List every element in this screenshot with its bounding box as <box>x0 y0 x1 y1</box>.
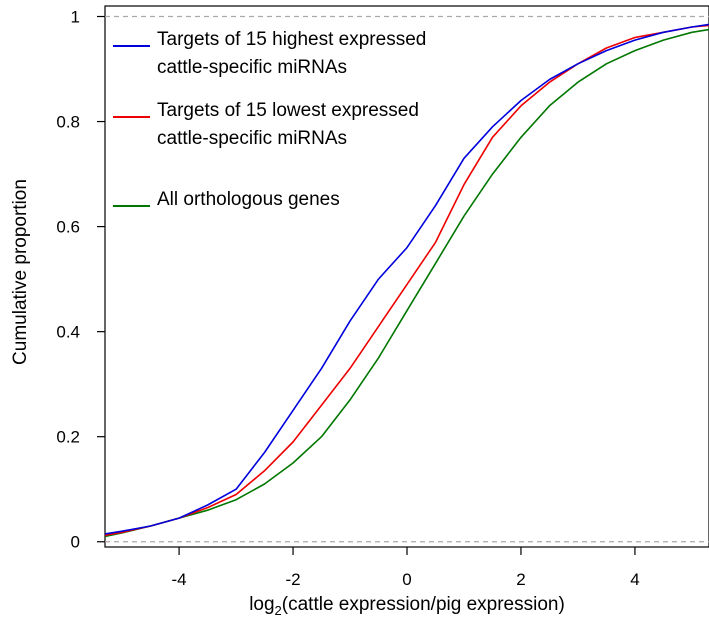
series-line <box>104 23 709 535</box>
y-tick-label: 0.4 <box>56 323 80 342</box>
y-tick-label: 1 <box>71 8 80 27</box>
series-lines <box>104 23 709 538</box>
plot-frame <box>104 5 709 548</box>
x-tick-label: -2 <box>285 570 300 589</box>
legend-label: All orthologous genes <box>157 189 340 210</box>
y-tick-label: 0 <box>71 533 80 552</box>
x-axis-title-log: log <box>249 594 274 615</box>
plot-area <box>104 5 709 548</box>
y-tick-label: 0.8 <box>56 113 80 132</box>
reference-lines <box>105 15 709 543</box>
legend-label: cattle-specific miRNAs <box>157 57 347 78</box>
x-axis-title-subscript: 2 <box>275 603 282 618</box>
x-axis: -4 -2 0 2 4 <box>172 547 640 589</box>
series-line <box>104 28 709 538</box>
y-axis: 0 0.2 0.4 0.6 0.8 1 <box>56 8 105 552</box>
x-axis-title: log2(cattle expression/pig expression) <box>249 594 565 618</box>
legend-label: Targets of 15 lowest expressed <box>157 100 419 121</box>
x-axis-title-rest: (cattle expression/pig expression) <box>282 594 565 615</box>
series-line <box>104 24 709 537</box>
x-tick-label: 0 <box>402 570 411 589</box>
legend: Targets of 15 highest expressed cattle-sp… <box>113 29 426 210</box>
legend-label: Targets of 15 highest expressed <box>157 29 426 50</box>
y-axis-title: Cumulative proportion <box>10 179 31 365</box>
x-tick-label: 2 <box>516 570 525 589</box>
x-tick-label: 4 <box>630 570 639 589</box>
x-tick-label: -4 <box>172 570 187 589</box>
y-tick-label: 0.2 <box>56 428 80 447</box>
y-tick-label: 0.6 <box>56 218 80 237</box>
legend-label: cattle-specific miRNAs <box>157 128 347 149</box>
